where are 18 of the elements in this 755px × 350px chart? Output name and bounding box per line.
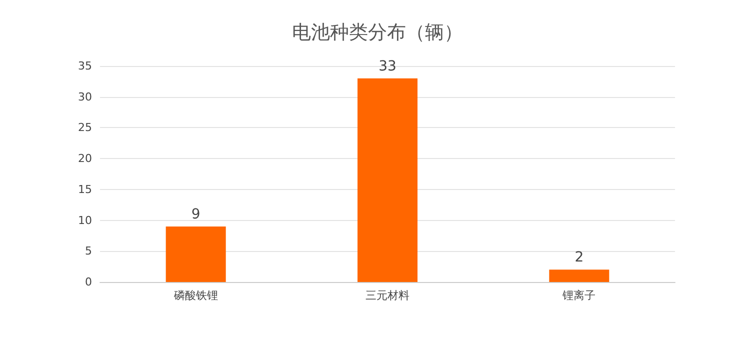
bar	[166, 226, 226, 282]
y-tick-label: 10	[78, 214, 92, 227]
y-tick-label: 15	[78, 182, 92, 196]
x-tick-label: 锂离子	[562, 289, 596, 302]
y-tick-label: 0	[85, 276, 92, 288]
x-tick-label: 磷酸铁锂	[172, 289, 218, 302]
x-tick-label: 三元材料	[366, 289, 410, 302]
data-label: 9	[191, 206, 200, 222]
y-tick-label: 20	[78, 152, 92, 166]
data-label: 33	[378, 58, 396, 74]
chart-title: 电池种类分布（辆）	[292, 22, 463, 44]
y-tick-label: 25	[78, 121, 92, 134]
bar	[549, 270, 610, 282]
y-tick-label: 5	[85, 244, 92, 258]
y-tick-label: 35	[78, 60, 92, 72]
bar	[358, 78, 418, 282]
y-tick-label: 30	[78, 90, 92, 104]
data-label: 2	[574, 250, 584, 266]
